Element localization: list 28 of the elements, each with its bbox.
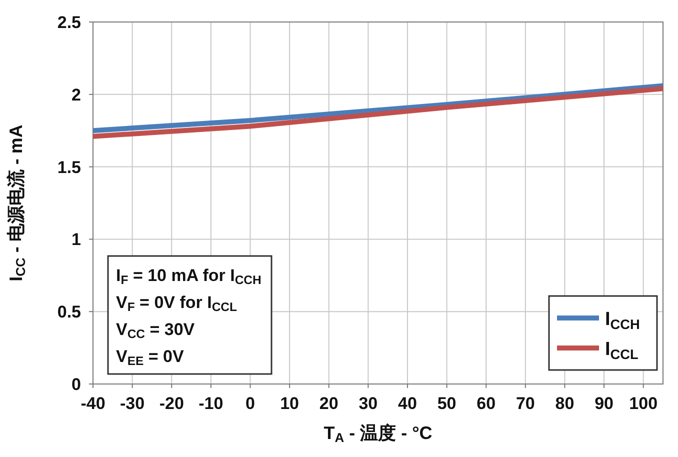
- x-tick-label: 60: [476, 394, 496, 413]
- annotation: I$_{F}$ = 10 mA for I$_{CCH}$: [116, 266, 262, 287]
- x-tick-label: -30: [120, 394, 145, 413]
- x-tick-label: 80: [555, 394, 574, 413]
- y-tick-label: 0.5: [57, 302, 81, 322]
- x-tick-label: 10: [280, 394, 300, 413]
- y-tick-label: 1.5: [57, 158, 81, 177]
- y-tick-label: 0: [72, 375, 81, 394]
- legend-label: I$_{CCH}$: [605, 309, 640, 332]
- legend-label: I$_{CCL}$: [605, 339, 638, 362]
- x-tick-label: 50: [437, 394, 456, 413]
- x-tick-label: 70: [516, 394, 535, 413]
- annotation: V$_{EE}$ = 0V: [116, 347, 184, 368]
- x-tick-label: 20: [319, 394, 338, 413]
- x-tick-label: -10: [198, 394, 224, 413]
- x-tick-label: 30: [358, 394, 378, 413]
- x-tick-label: -40: [80, 394, 106, 413]
- y-tick-label: 2: [72, 85, 81, 104]
- x-tick-label: 0: [246, 394, 255, 413]
- x-tick-label: 90: [594, 394, 614, 413]
- x-axis-title: T$_{A}$ - 温度 - °C: [324, 423, 432, 446]
- x-tick-label: 100: [629, 394, 658, 413]
- x-tick-label: -20: [159, 394, 184, 413]
- annotation: V$_{F}$ = 0V for I$_{CCL}$: [116, 293, 238, 314]
- x-tick-label: 40: [398, 394, 417, 413]
- y-tick-label: 2.5: [57, 13, 81, 32]
- annotation: V$_{CC}$ = 30V: [116, 320, 196, 341]
- y-tick-label: 1: [72, 230, 81, 250]
